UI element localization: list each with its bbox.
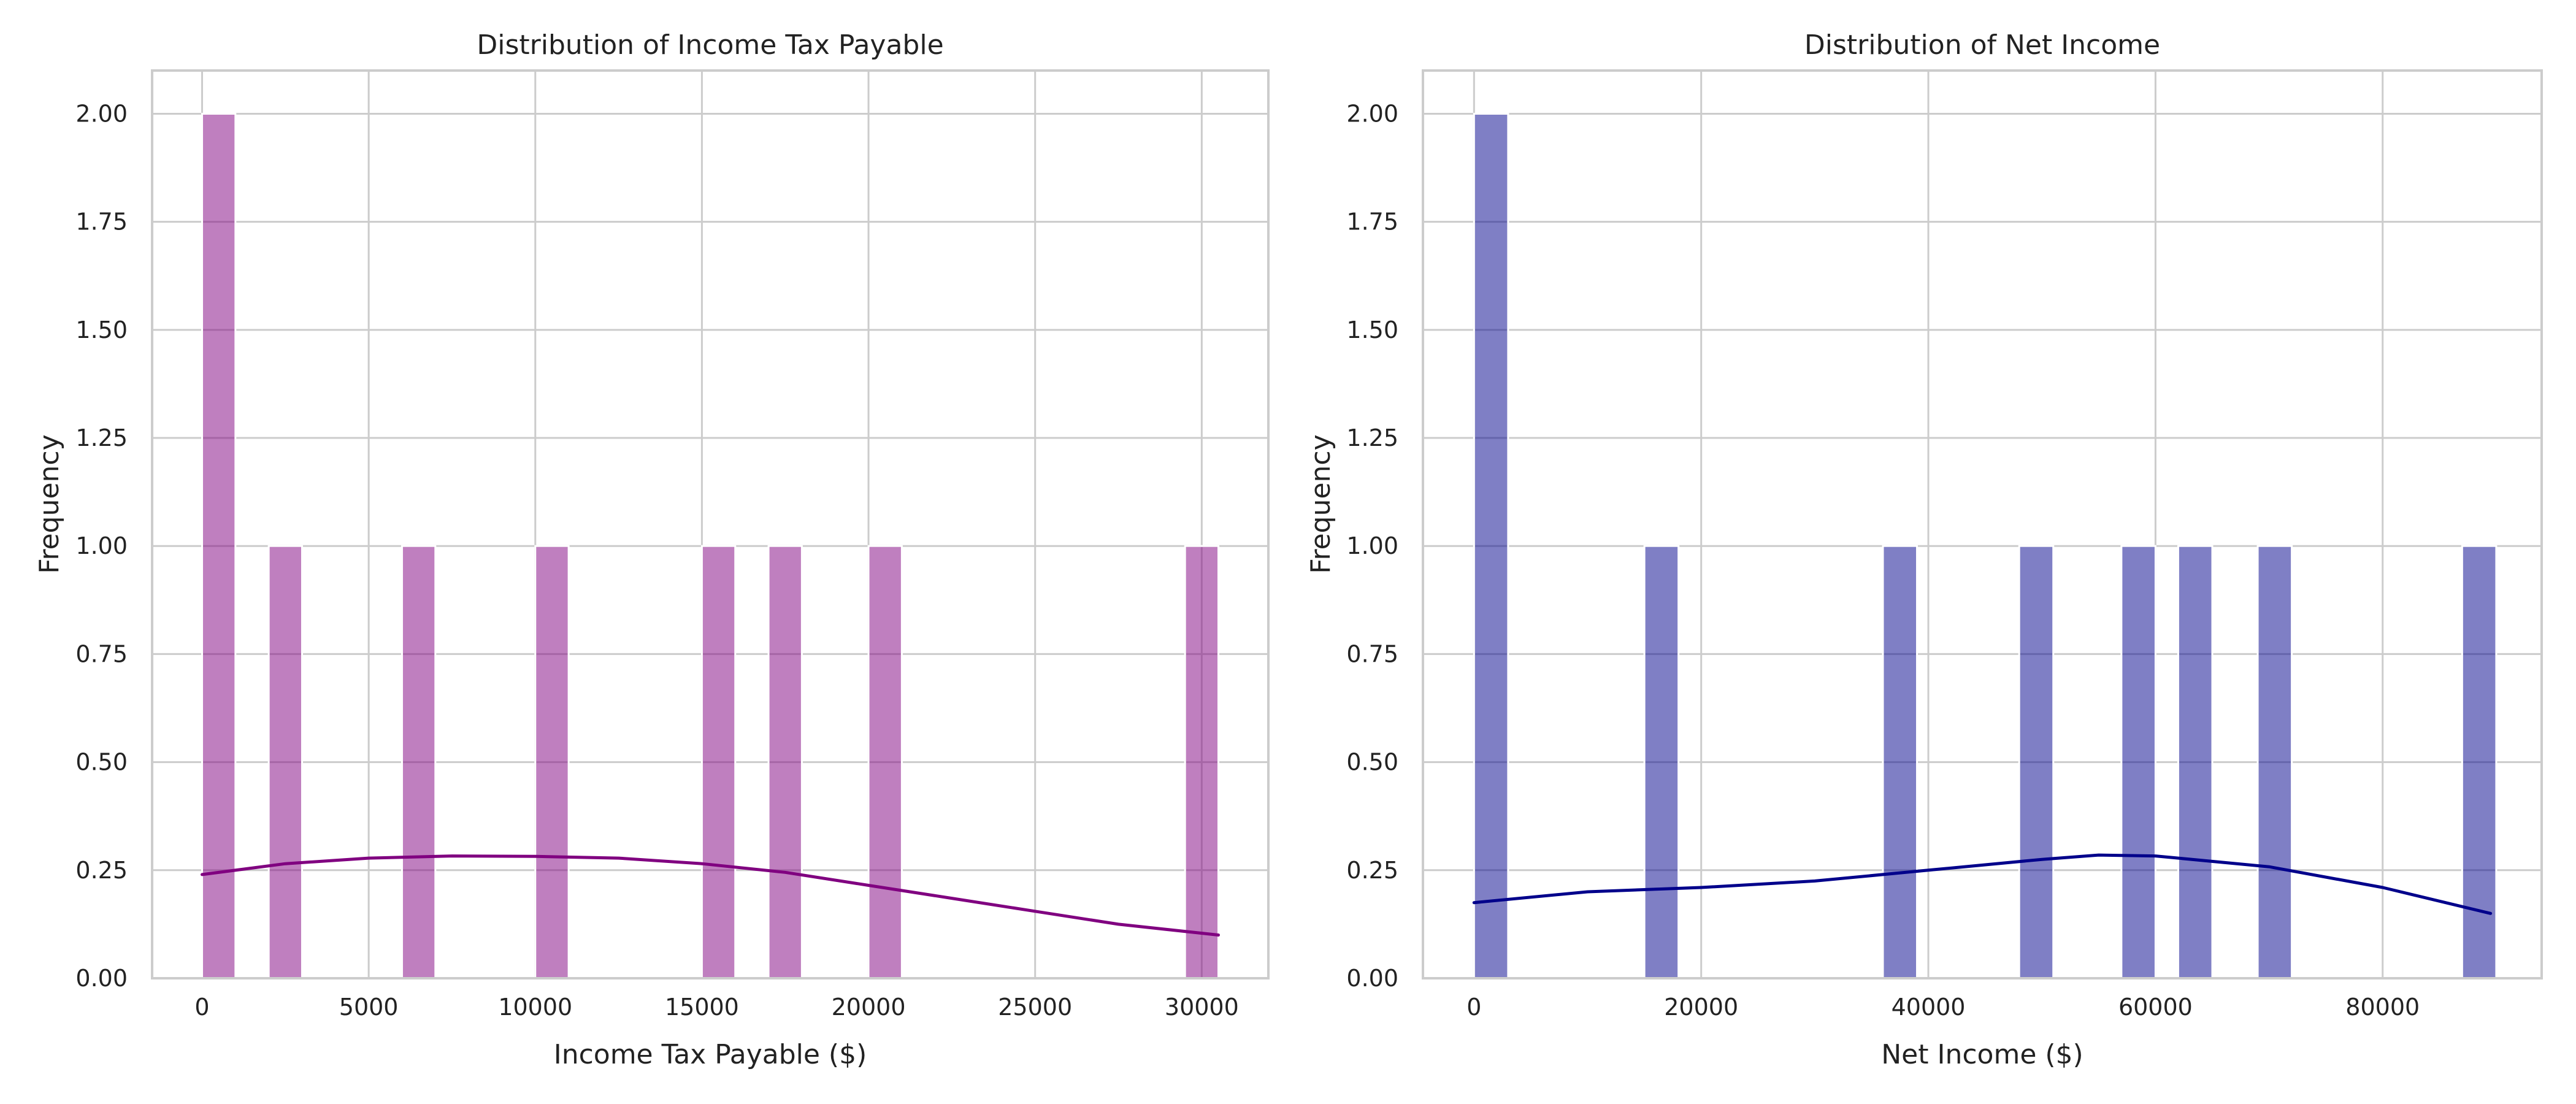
y-tick-label: 1.75: [1346, 209, 1398, 236]
histogram-bar: [1882, 545, 1919, 979]
x-tick-label: 20000: [1664, 994, 1738, 1021]
y-tick-label: 0.75: [75, 640, 128, 667]
y-tick-label: 1.25: [75, 424, 128, 451]
x-tick-label: 5000: [339, 994, 399, 1021]
x-tick-label: 60000: [2118, 994, 2193, 1021]
x-axis-label: Income Tax Payable ($): [554, 1039, 867, 1070]
y-tick-label: 0.50: [75, 749, 128, 776]
x-tick-label: 40000: [1892, 994, 1966, 1021]
y-tick-label: 1.75: [75, 209, 128, 236]
x-tick-label: 25000: [998, 994, 1072, 1021]
histogram-bar: [2018, 545, 2055, 979]
histogram-bar: [267, 545, 303, 979]
histogram-bar: [2461, 545, 2497, 979]
income-tax-chart: Distribution of Income Tax Payable Incom…: [34, 29, 1270, 1070]
y-tick-label: 2.00: [1346, 100, 1398, 127]
y-tick-label: 0.00: [75, 965, 128, 992]
histogram-bar: [1643, 545, 1680, 979]
x-tick-label: 80000: [2345, 994, 2420, 1021]
histogram-bar: [401, 545, 437, 979]
kde-curve: [1472, 853, 2493, 915]
histogram-bar: [201, 112, 237, 979]
histogram-bars: [201, 112, 1220, 979]
histogram-bar: [1184, 545, 1220, 979]
y-axis-label: Frequency: [1305, 434, 1336, 573]
x-tick-label: 0: [1466, 994, 1481, 1021]
y-tick-label: 0.25: [1346, 857, 1398, 884]
y-tick-label: 0.00: [1346, 965, 1398, 992]
y-tick-label: 1.00: [75, 532, 128, 559]
x-axis-label: Net Income ($): [1881, 1039, 2083, 1070]
y-tick-label: 0.25: [75, 857, 128, 884]
histogram-bar: [2256, 545, 2293, 979]
histogram-bar: [1473, 112, 1509, 979]
histogram-bar: [767, 545, 803, 979]
histogram-bar: [700, 545, 737, 979]
net-income-chart: Distribution of Net Income Net Income ($…: [1305, 29, 2543, 1070]
y-tick-label: 1.50: [75, 316, 128, 343]
x-tick-label: 20000: [832, 994, 906, 1021]
x-tick-label: 30000: [1165, 994, 1239, 1021]
x-tick-label: 10000: [498, 994, 572, 1021]
y-tick-label: 1.25: [1346, 424, 1398, 451]
y-tick-label: 0.75: [1346, 640, 1398, 667]
histogram-bar: [2120, 545, 2156, 979]
y-axis-label: Frequency: [34, 434, 65, 573]
histogram-bar: [2177, 545, 2214, 979]
y-tick-label: 0.50: [1346, 749, 1398, 776]
kde-curve: [201, 854, 1220, 937]
x-tick-label: 0: [194, 994, 209, 1021]
x-tick-label: 15000: [665, 994, 739, 1021]
histogram-bars: [1473, 112, 2497, 979]
chart-title: Distribution of Income Tax Payable: [477, 29, 943, 61]
axes-frame: [1422, 69, 2543, 979]
axes-frame: [151, 69, 1270, 979]
chart-title: Distribution of Net Income: [1804, 29, 2160, 61]
y-tick-label: 2.00: [75, 100, 128, 127]
histogram-bar: [534, 545, 570, 979]
y-tick-label: 1.50: [1346, 316, 1398, 343]
y-tick-label: 1.00: [1346, 532, 1398, 559]
histogram-bar: [867, 545, 903, 979]
